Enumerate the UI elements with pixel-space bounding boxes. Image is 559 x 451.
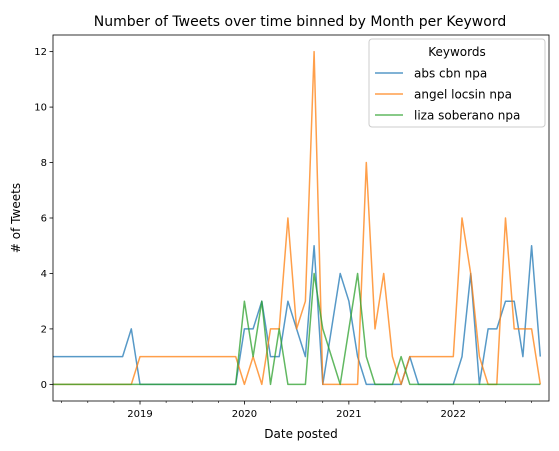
- x-tick-label: 2022: [441, 409, 466, 420]
- series-line-2: [53, 50, 542, 386]
- y-tick-label: 12: [34, 47, 47, 58]
- x-axis-label: Date posted: [264, 427, 337, 441]
- y-axis-label: # of Tweets: [9, 183, 23, 253]
- legend-label-1: abs cbn npa: [414, 67, 487, 81]
- series-line-3: [53, 272, 541, 386]
- axes-layer: 0 2 4 6 8 10 12 2019 2020 2021 2022: [34, 47, 532, 420]
- legend-box: [368, 38, 546, 128]
- x-tick-label: 2019: [127, 409, 152, 420]
- legend-title: Keywords: [428, 45, 486, 59]
- legend-label-2: angel locsin npa: [414, 88, 512, 102]
- y-tick-label: 8: [41, 158, 47, 169]
- y-tick-label: 6: [41, 214, 47, 225]
- x-tick-label: 2021: [336, 409, 361, 420]
- chart-title: Number of Tweets over time binned by Mon…: [94, 14, 506, 30]
- y-tick-label: 4: [41, 269, 47, 280]
- x-tick-label: 2020: [232, 409, 257, 420]
- y-tick-label: 10: [34, 103, 47, 114]
- series-layer: [53, 50, 542, 386]
- y-tick-label: 2: [41, 324, 47, 335]
- legend: Keywords abs cbn npa angel locsin npa liza…: [368, 38, 546, 128]
- legend-label-3: liza soberano npa: [414, 109, 520, 123]
- y-tick-label: 0: [41, 380, 47, 391]
- plot-frame: [52, 34, 550, 402]
